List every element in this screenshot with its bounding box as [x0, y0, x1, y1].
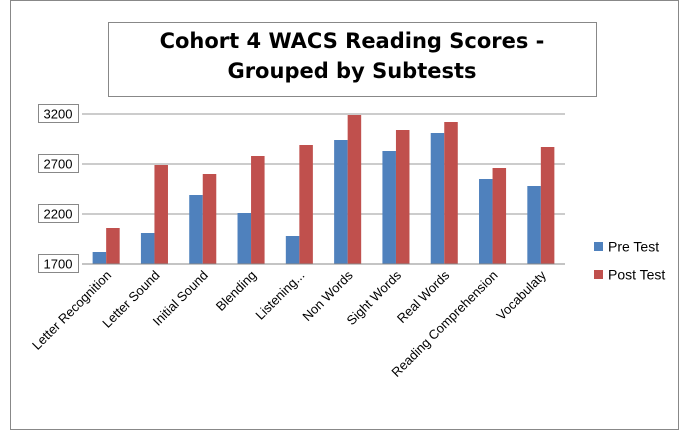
bar — [251, 156, 265, 264]
bar — [154, 165, 168, 264]
bar — [237, 213, 252, 264]
bar — [202, 174, 217, 264]
legend-swatch — [594, 270, 603, 279]
bar — [347, 115, 362, 264]
bar — [299, 145, 313, 264]
y-tick-box — [38, 104, 79, 123]
legend-swatch — [594, 242, 603, 251]
y-tick-label: 1700 — [44, 257, 73, 272]
bar — [395, 130, 410, 264]
bar — [92, 252, 107, 264]
bar — [285, 236, 300, 264]
bar — [492, 168, 507, 264]
bar — [430, 133, 445, 264]
bar — [527, 186, 541, 264]
y-tick-label: 2200 — [44, 207, 73, 222]
chart-title: Cohort 4 WACS Reading Scores - Grouped b… — [159, 29, 545, 83]
bar — [540, 147, 555, 264]
bar — [106, 228, 120, 264]
bar — [189, 195, 203, 264]
bar — [444, 122, 458, 264]
title-box — [108, 22, 597, 97]
bar — [479, 179, 493, 264]
bar — [334, 140, 348, 264]
y-tick-label: 3200 — [44, 107, 73, 122]
y-tick-label: 2700 — [44, 157, 73, 172]
bar — [382, 151, 396, 264]
legend-label: Pre Test — [608, 239, 659, 255]
y-tick-box — [38, 204, 79, 223]
bar — [140, 233, 155, 264]
legend-label: Post Test — [608, 267, 665, 283]
y-tick-box — [38, 254, 79, 273]
y-tick-box — [38, 154, 79, 173]
title-wrap: Cohort 4 WACS Reading Scores - Grouped b… — [159, 29, 545, 83]
